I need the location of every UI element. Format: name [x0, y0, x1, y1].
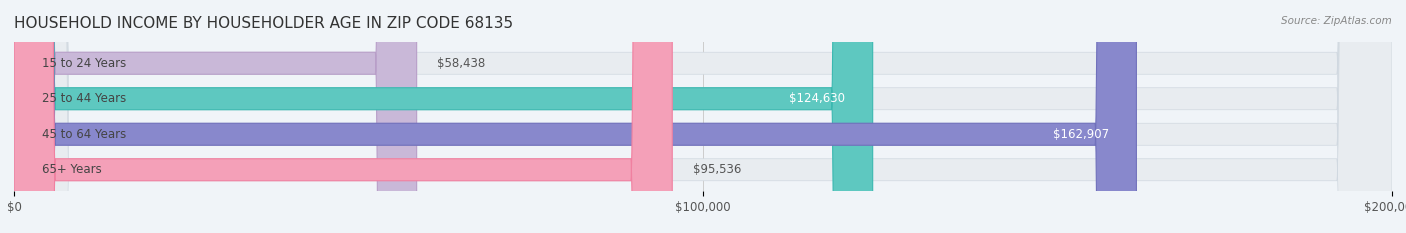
Text: HOUSEHOLD INCOME BY HOUSEHOLDER AGE IN ZIP CODE 68135: HOUSEHOLD INCOME BY HOUSEHOLDER AGE IN Z… [14, 16, 513, 31]
FancyBboxPatch shape [14, 0, 1392, 233]
Text: 65+ Years: 65+ Years [42, 163, 101, 176]
Text: $95,536: $95,536 [693, 163, 741, 176]
FancyBboxPatch shape [14, 0, 416, 233]
Text: 45 to 64 Years: 45 to 64 Years [42, 128, 127, 141]
FancyBboxPatch shape [14, 0, 1392, 233]
Text: $162,907: $162,907 [1053, 128, 1109, 141]
Text: $58,438: $58,438 [437, 57, 485, 70]
FancyBboxPatch shape [14, 0, 672, 233]
Text: 25 to 44 Years: 25 to 44 Years [42, 92, 127, 105]
FancyBboxPatch shape [14, 0, 1392, 233]
Text: $124,630: $124,630 [789, 92, 845, 105]
Text: 15 to 24 Years: 15 to 24 Years [42, 57, 127, 70]
FancyBboxPatch shape [14, 0, 1136, 233]
FancyBboxPatch shape [14, 0, 1392, 233]
Text: Source: ZipAtlas.com: Source: ZipAtlas.com [1281, 16, 1392, 26]
FancyBboxPatch shape [14, 0, 873, 233]
